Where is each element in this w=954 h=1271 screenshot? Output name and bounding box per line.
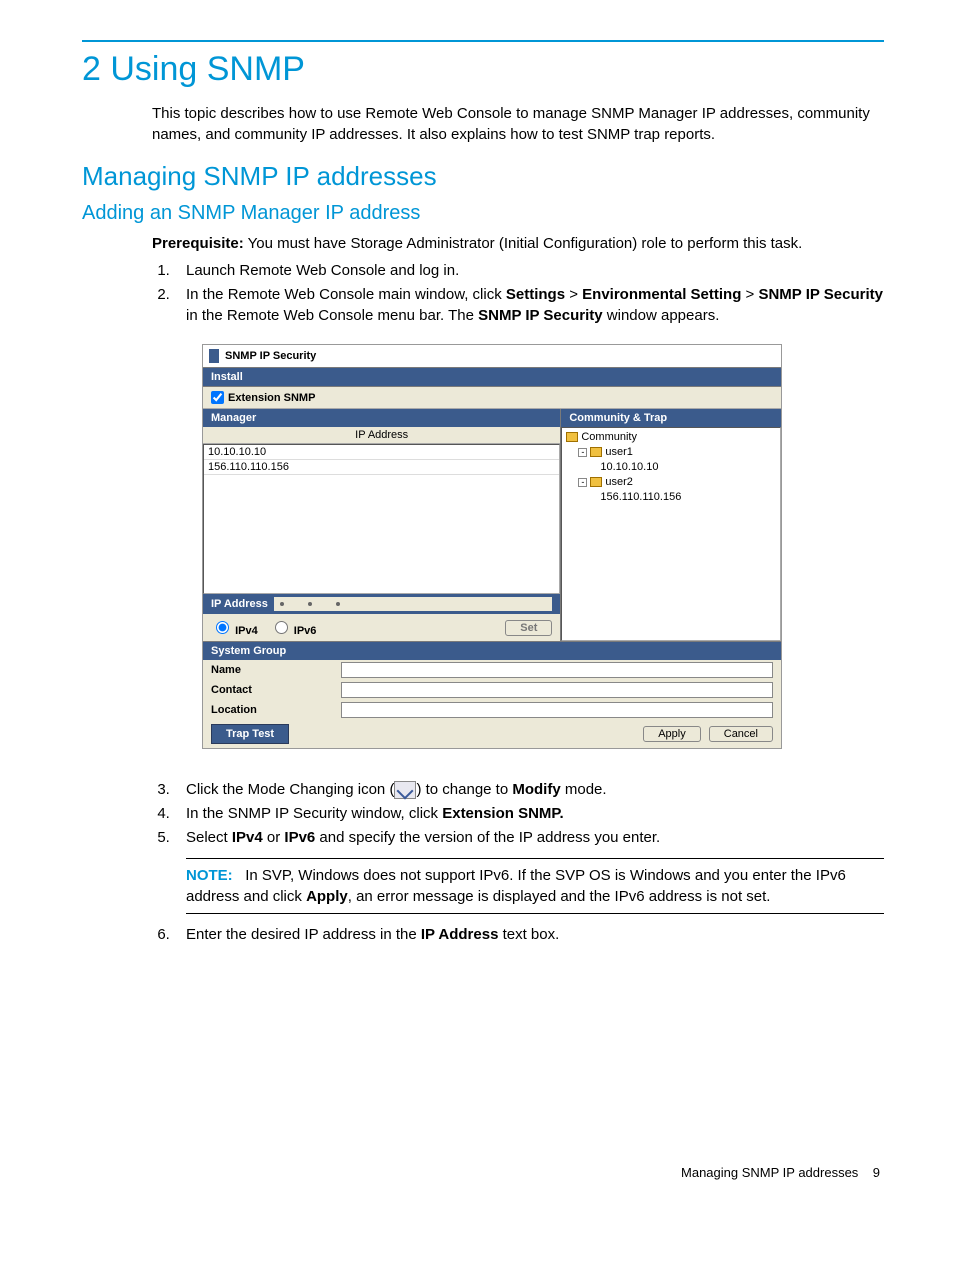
- mode-change-icon: [394, 781, 416, 799]
- ip-row[interactable]: 156.110.110.156: [204, 460, 559, 475]
- community-header: Community & Trap: [561, 409, 781, 427]
- system-group-header: System Group: [203, 642, 781, 660]
- top-rule: [82, 40, 884, 42]
- intro-paragraph: This topic describes how to use Remote W…: [152, 103, 884, 145]
- prerequisite-label: Prerequisite:: [152, 235, 244, 252]
- tree-user[interactable]: -user2: [566, 475, 776, 490]
- tree-ip[interactable]: 156.110.110.156: [566, 490, 776, 505]
- note-label: NOTE:: [186, 867, 233, 884]
- step-2: In the Remote Web Console main window, c…: [174, 284, 884, 326]
- ip-address-label: IP Address: [211, 598, 268, 610]
- contact-label: Contact: [211, 684, 341, 696]
- chapter-title: 2 Using SNMP: [82, 50, 884, 89]
- contact-input[interactable]: [341, 682, 773, 698]
- location-label: Location: [211, 704, 341, 716]
- steps-list-a: Launch Remote Web Console and log in. In…: [152, 260, 884, 326]
- folder-icon: [590, 477, 602, 487]
- subsection-title: Adding an SNMP Manager IP address: [82, 202, 884, 225]
- location-input[interactable]: [341, 702, 773, 718]
- window-icon: [209, 349, 219, 363]
- apply-button[interactable]: Apply: [643, 726, 701, 742]
- page-number: 9: [873, 1165, 880, 1180]
- name-input[interactable]: [341, 662, 773, 678]
- name-label: Name: [211, 664, 341, 676]
- step-6: Enter the desired IP address in the IP A…: [174, 924, 884, 945]
- steps-list-c: Enter the desired IP address in the IP A…: [152, 924, 884, 945]
- collapse-icon[interactable]: -: [578, 448, 587, 457]
- footer-text: Managing SNMP IP addresses: [681, 1165, 858, 1180]
- step-3: Click the Mode Changing icon () to chang…: [174, 779, 884, 800]
- step-4: In the SNMP IP Security window, click Ex…: [174, 803, 884, 824]
- cancel-button[interactable]: Cancel: [709, 726, 773, 742]
- manager-header: Manager: [203, 409, 560, 427]
- extension-snmp-label: Extension SNMP: [228, 392, 315, 404]
- collapse-icon[interactable]: -: [578, 478, 587, 487]
- step-5: Select IPv4 or IPv6 and specify the vers…: [174, 827, 884, 848]
- section-title: Managing SNMP IP addresses: [82, 161, 884, 192]
- set-button[interactable]: Set: [505, 620, 552, 636]
- window-titlebar: SNMP IP Security: [203, 345, 781, 368]
- step-1: Launch Remote Web Console and log in.: [174, 260, 884, 281]
- folder-icon: [566, 432, 578, 442]
- ipv6-radio[interactable]: IPv6: [270, 618, 317, 637]
- tree-ip[interactable]: 10.10.10.10: [566, 460, 776, 475]
- ip-row[interactable]: 10.10.10.10: [204, 445, 559, 460]
- extension-snmp-checkbox[interactable]: [211, 391, 224, 404]
- window-title: SNMP IP Security: [225, 350, 316, 362]
- extension-snmp-row: Extension SNMP: [203, 387, 781, 409]
- note-block: NOTE: In SVP, Windows does not support I…: [186, 858, 884, 914]
- community-tree[interactable]: Community -user1 10.10.10.10 -user2 156.…: [561, 427, 781, 641]
- prerequisite-text: You must have Storage Administrator (Ini…: [244, 235, 803, 252]
- tree-root[interactable]: Community: [566, 430, 776, 445]
- install-tab[interactable]: Install: [203, 368, 781, 387]
- ip-address-input[interactable]: [274, 597, 553, 611]
- prerequisite-line: Prerequisite: You must have Storage Admi…: [152, 233, 884, 254]
- tree-user[interactable]: -user1: [566, 445, 776, 460]
- folder-icon: [590, 447, 602, 457]
- ipv4-radio[interactable]: IPv4: [211, 618, 258, 637]
- page-footer: Managing SNMP IP addresses 9: [82, 1165, 884, 1180]
- ip-list[interactable]: 10.10.10.10 156.110.110.156: [203, 444, 560, 594]
- ip-column-header: IP Address: [203, 427, 560, 444]
- steps-list-b: Click the Mode Changing icon () to chang…: [152, 779, 884, 848]
- trap-test-button[interactable]: Trap Test: [211, 724, 289, 744]
- snmp-window: SNMP IP Security Install Extension SNMP …: [202, 344, 782, 749]
